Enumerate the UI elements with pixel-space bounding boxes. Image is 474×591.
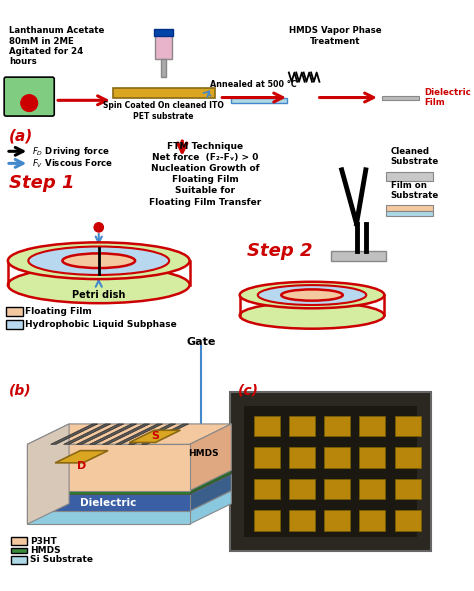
Polygon shape: [27, 424, 231, 444]
Polygon shape: [27, 474, 231, 495]
Polygon shape: [51, 424, 98, 444]
FancyBboxPatch shape: [254, 510, 280, 531]
Text: FTM Technique
Net force  (F₂-Fᵥ) > 0
Nucleation Growth of
Floating Film
Suitable: FTM Technique Net force (F₂-Fᵥ) > 0 Nucl…: [149, 142, 262, 206]
Text: Si Substrate: Si Substrate: [30, 556, 93, 564]
Text: Hydrophobic Liquid Subphase: Hydrophobic Liquid Subphase: [26, 320, 177, 329]
FancyBboxPatch shape: [382, 96, 419, 100]
FancyBboxPatch shape: [324, 415, 350, 436]
Polygon shape: [190, 424, 231, 491]
FancyBboxPatch shape: [324, 479, 350, 499]
Polygon shape: [64, 424, 111, 444]
Text: Cleaned
Substrate: Cleaned Substrate: [391, 147, 439, 166]
Text: Dielectric
Film: Dielectric Film: [424, 88, 471, 107]
Polygon shape: [27, 470, 231, 491]
FancyBboxPatch shape: [4, 77, 54, 116]
FancyBboxPatch shape: [254, 447, 280, 467]
Text: $F_D$ Driving force: $F_D$ Driving force: [32, 145, 109, 158]
Text: HMDS Vapor Phase
Treatment: HMDS Vapor Phase Treatment: [289, 26, 382, 46]
Ellipse shape: [281, 290, 343, 301]
Polygon shape: [102, 424, 150, 444]
Text: HMDS: HMDS: [188, 449, 219, 458]
Text: Annealed at 500 °C: Annealed at 500 °C: [210, 80, 297, 89]
FancyBboxPatch shape: [359, 415, 385, 436]
Ellipse shape: [8, 242, 190, 279]
Text: (b): (b): [9, 383, 31, 397]
FancyBboxPatch shape: [394, 510, 420, 531]
Polygon shape: [116, 424, 163, 444]
Text: Floating Film: Floating Film: [26, 307, 92, 316]
FancyBboxPatch shape: [289, 415, 315, 436]
Ellipse shape: [8, 267, 190, 303]
FancyBboxPatch shape: [10, 537, 27, 545]
Polygon shape: [55, 450, 108, 463]
Text: $F_V$ Viscous Force: $F_V$ Viscous Force: [32, 157, 113, 170]
FancyBboxPatch shape: [386, 172, 433, 181]
FancyBboxPatch shape: [155, 33, 172, 59]
FancyBboxPatch shape: [161, 59, 166, 77]
Text: Film on
Substrate: Film on Substrate: [391, 181, 439, 200]
FancyBboxPatch shape: [330, 251, 386, 261]
FancyBboxPatch shape: [113, 88, 215, 98]
Polygon shape: [141, 424, 189, 444]
Text: Spin Coated On cleaned ITO
PET substrate: Spin Coated On cleaned ITO PET substrate: [103, 101, 224, 121]
Ellipse shape: [240, 302, 384, 329]
Polygon shape: [76, 424, 124, 444]
FancyBboxPatch shape: [359, 479, 385, 499]
Ellipse shape: [63, 254, 135, 268]
Text: HMDS: HMDS: [30, 546, 61, 555]
Text: Step 1: Step 1: [9, 174, 74, 193]
Text: (c): (c): [238, 383, 259, 397]
Polygon shape: [27, 424, 69, 524]
FancyBboxPatch shape: [254, 479, 280, 499]
Polygon shape: [190, 491, 231, 524]
FancyBboxPatch shape: [10, 548, 27, 553]
FancyBboxPatch shape: [289, 510, 315, 531]
FancyBboxPatch shape: [244, 406, 417, 537]
FancyBboxPatch shape: [359, 447, 385, 467]
Polygon shape: [27, 511, 190, 524]
FancyBboxPatch shape: [289, 479, 315, 499]
Polygon shape: [27, 444, 190, 491]
FancyBboxPatch shape: [289, 447, 315, 467]
Text: Lanthanum Acetate
80mM in 2ME
Agitated for 24
hours: Lanthanum Acetate 80mM in 2ME Agitated f…: [9, 26, 104, 66]
Polygon shape: [27, 491, 190, 495]
FancyBboxPatch shape: [386, 205, 433, 210]
Circle shape: [94, 223, 103, 232]
FancyBboxPatch shape: [324, 447, 350, 467]
Polygon shape: [190, 474, 231, 511]
FancyBboxPatch shape: [231, 98, 287, 103]
Text: Dielectric: Dielectric: [80, 498, 136, 508]
Polygon shape: [27, 491, 231, 511]
FancyBboxPatch shape: [386, 210, 433, 216]
Ellipse shape: [240, 282, 384, 309]
Text: Step 2: Step 2: [247, 242, 313, 260]
Circle shape: [21, 95, 37, 112]
FancyBboxPatch shape: [10, 556, 27, 564]
FancyBboxPatch shape: [394, 415, 420, 436]
FancyBboxPatch shape: [230, 392, 431, 551]
Text: Gate: Gate: [186, 337, 216, 347]
Polygon shape: [190, 470, 231, 495]
FancyBboxPatch shape: [324, 510, 350, 531]
Text: S: S: [151, 431, 159, 441]
Polygon shape: [129, 430, 180, 443]
FancyBboxPatch shape: [6, 307, 23, 316]
Text: D: D: [77, 461, 86, 471]
FancyBboxPatch shape: [394, 479, 420, 499]
Polygon shape: [27, 495, 190, 511]
Polygon shape: [90, 424, 137, 444]
Text: Petri dish: Petri dish: [72, 290, 126, 300]
Ellipse shape: [258, 285, 366, 305]
Polygon shape: [128, 424, 176, 444]
FancyBboxPatch shape: [6, 320, 23, 329]
Text: P3HT: P3HT: [30, 537, 57, 545]
FancyBboxPatch shape: [254, 415, 280, 436]
FancyBboxPatch shape: [359, 510, 385, 531]
Ellipse shape: [28, 246, 169, 275]
FancyBboxPatch shape: [155, 29, 173, 36]
FancyBboxPatch shape: [394, 447, 420, 467]
Text: (a): (a): [9, 128, 33, 143]
